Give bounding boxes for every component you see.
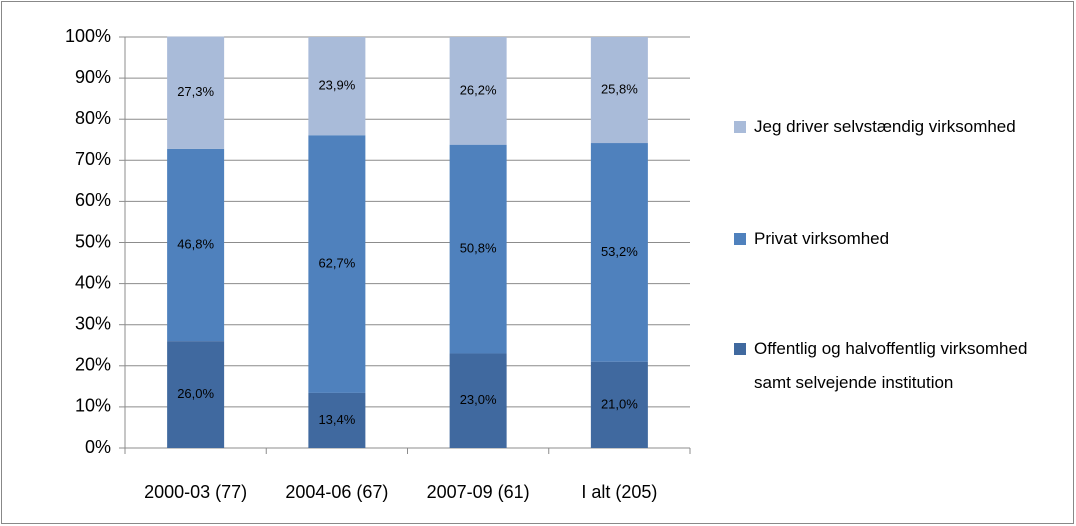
y-tick-label: 30% [75,313,111,333]
y-tick-label: 50% [75,231,111,251]
y-tick-label: 70% [75,149,111,169]
data-label: 53,2% [601,244,638,259]
y-tick-label: 40% [75,272,111,292]
legend-label: Jeg driver selvstændig virksomhed [754,117,1016,136]
bar-segment [449,144,507,354]
y-tick-label: 60% [75,190,111,210]
bar-segment [449,37,507,145]
data-label: 25,8% [601,81,638,96]
data-label: 27,3% [177,84,214,99]
bar-segment [449,353,507,448]
y-tick-label: 80% [75,108,111,128]
legend-label: Offentlig og halvoffentlig virksomhed sa… [754,339,1028,392]
bar-segment [167,36,225,149]
legend-item: Privat virksomhed [734,222,1044,256]
data-label: 26,0% [177,386,214,401]
data-label: 23,9% [318,78,355,93]
data-label: 46,8% [177,236,214,251]
legend-swatch [734,233,746,245]
data-label: 26,2% [460,82,497,97]
x-tick-label: 2007-09 (61) [427,482,530,502]
bar-segment [590,37,648,144]
y-tick-label: 10% [75,396,111,416]
bar-segment [308,37,366,136]
legend-item: Jeg driver selvstændig virksomhed [734,110,1044,144]
data-label: 23,0% [460,392,497,407]
legend-label: Privat virksomhed [754,229,890,248]
bar-segment [590,143,648,362]
data-label: 50,8% [460,241,497,256]
data-label: 21,0% [601,396,638,411]
legend-swatch [734,121,746,133]
bar-segment [308,135,366,393]
y-tick-label: 20% [75,355,111,375]
x-tick-label: 2004-06 (67) [285,482,388,502]
y-tick-label: 0% [85,437,111,457]
data-label: 13,4% [318,412,355,427]
bar-segment [167,148,225,342]
bar-segment [308,392,366,448]
x-tick-label: I alt (205) [581,482,657,502]
bar-segment [590,361,648,448]
y-tick-label: 100% [65,26,111,46]
data-label: 62,7% [318,256,355,271]
legend-item: Offentlig og halvoffentlig virksomhed sa… [734,332,1044,400]
legend-swatch [734,343,746,355]
y-tick-label: 90% [75,67,111,87]
x-tick-label: 2000-03 (77) [144,482,247,502]
bar-segment [167,341,225,448]
